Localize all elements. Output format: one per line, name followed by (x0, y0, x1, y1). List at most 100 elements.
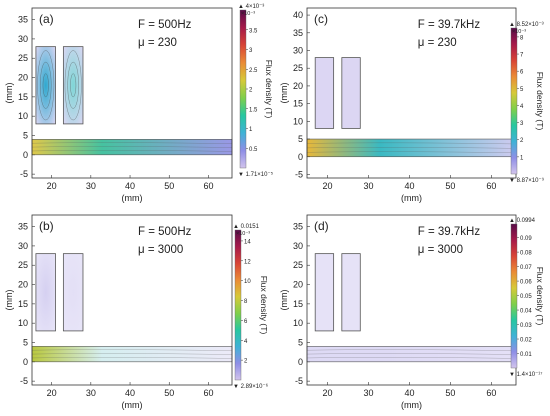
panel-d: -5 0 5 10 15 20 25 30 35 20 30 40 50 60 (mm) (mm) (d) F =… (279, 214, 545, 410)
y-tick-label: 40 (293, 10, 303, 20)
colorbar: 1 2 3 4 5 6 7 8 ▲ 8.52×10⁻³×10⁻³ ▼ 8.87×10⁻⁹ Flux … (509, 22, 545, 184)
field-line (306, 353, 517, 355)
panel-a: -5 0 5 10 15 20 25 30 35 20 30 40 50 60 (mm) (mm) (a) F =… (4, 4, 274, 203)
field-line (306, 357, 517, 359)
coil (35, 253, 56, 332)
x-tick-label: 20 (322, 181, 332, 191)
y-tick-label: 10 (293, 116, 303, 126)
coil (341, 57, 361, 129)
y-axis-label: (mm) (4, 83, 14, 104)
field-line (31, 353, 233, 355)
x-tick-label: 50 (445, 388, 455, 398)
contour-line (40, 61, 52, 109)
colorbar-tick-label: 1 (520, 155, 524, 161)
x-tick-label: 20 (47, 181, 57, 191)
y-tick-label: 0 (298, 357, 303, 367)
colorbar-tick-label: 0.03 (520, 323, 532, 329)
colorbar-tick-label: 6 (244, 319, 248, 325)
y-tick-label: 5 (23, 338, 28, 348)
colorbar-tick-label: 0.05 (520, 294, 532, 300)
colorbar-tick-label: 2.5 (249, 68, 258, 74)
y-tick-label: 35 (18, 15, 28, 25)
coil (62, 46, 84, 125)
field-line (31, 146, 233, 148)
colorbar-label: Flux density (T) (535, 72, 545, 131)
colorbar-tick-label: 2 (244, 359, 248, 365)
contour-line (64, 50, 82, 121)
x-axis-label: (mm) (401, 193, 422, 203)
colorbar-tick-label: 3.5 (249, 28, 258, 34)
coil (35, 46, 56, 125)
frequency-label: F = 500Hz (138, 226, 192, 238)
colorbar-tick-label: 10 (244, 279, 251, 285)
y-tick-label: 25 (293, 260, 303, 270)
colorbar-tick-label: 12 (244, 259, 251, 265)
colorbar-exponent: ×10⁻³ (236, 231, 250, 237)
colorbar-tick-label: 2 (520, 138, 524, 144)
colorbar-tick-label: 0.09 (520, 236, 532, 242)
plot-frame (31, 214, 233, 386)
field-line (31, 349, 233, 351)
coil (62, 253, 84, 332)
x-tick-label: 20 (47, 388, 57, 398)
x-tick-label: 50 (445, 181, 455, 191)
x-tick-label: 60 (203, 388, 213, 398)
colorbar-tick-label: 1.5 (249, 107, 258, 113)
colorbar-min-label: ▼ 1.4×10⁻¹⁷ (509, 371, 542, 378)
colorbar-tick-label: 0.01 (520, 352, 532, 358)
x-tick-label: 60 (203, 181, 213, 191)
y-tick-label: 15 (293, 99, 303, 109)
y-tick-label: 10 (18, 111, 28, 121)
x-tick-label: 60 (486, 181, 496, 191)
y-tick-label: -5 (20, 376, 28, 386)
x-axis-label: (mm) (401, 400, 422, 410)
colorbar-max-label: ▲ 0.0994 (509, 218, 536, 224)
y-tick-label: 5 (298, 134, 303, 144)
colorbar-tick-label: 3 (520, 121, 524, 127)
y-tick-label: 30 (18, 34, 28, 44)
colorbar-min-label: ▼ 8.87×10⁻⁹ (509, 177, 545, 184)
y-tick-label: 35 (293, 222, 303, 232)
colorbar: 2 4 6 8 10 12 14 ▲ 0.0151×10⁻³ ▼ 2.89×10⁻⁶ Flux d… (233, 224, 269, 390)
field-line (306, 142, 517, 145)
x-tick-label: 30 (86, 388, 96, 398)
colorbar-tick-label: 4 (244, 339, 248, 345)
colorbar-tick-label: 1 (249, 127, 253, 133)
colorbar-fill (510, 223, 518, 369)
y-tick-label: 25 (18, 260, 28, 270)
y-tick-label: 0 (298, 152, 303, 162)
x-tick-label: 50 (164, 388, 174, 398)
y-tick-label: -5 (295, 376, 303, 386)
y-axis-label: (mm) (279, 290, 289, 311)
contour-line (37, 50, 55, 121)
colorbar-tick-label: 5 (520, 87, 524, 93)
panel-label: (a) (39, 12, 54, 26)
field-line (306, 147, 517, 149)
y-tick-label: 25 (293, 63, 303, 73)
colorbar-max-label: ▲ 8.52×10⁻³ (509, 22, 544, 28)
colorbar-tick-label: 6 (520, 70, 524, 76)
panel-label: (d) (314, 219, 329, 233)
field-line (306, 151, 517, 153)
colorbar-tick-label: 0.02 (520, 338, 532, 344)
y-tick-label: 20 (18, 73, 28, 83)
contour-line (67, 61, 79, 109)
y-tick-label: 35 (18, 222, 28, 232)
panel-label: (b) (39, 219, 54, 233)
panel-b: -5 0 5 10 15 20 25 30 35 20 30 40 50 60 (mm) (mm) (b) F =… (4, 214, 269, 410)
x-tick-label: 40 (125, 181, 135, 191)
frequency-label: F = 39.7kHz (418, 19, 481, 31)
colorbar-tick-label: 8 (244, 299, 248, 305)
colorbar-tick-label: 3 (249, 48, 253, 54)
plot-frame (31, 7, 233, 179)
colorbar-exponent: ×10⁻³ (241, 11, 255, 17)
colorbar-tick-label: 0.5 (249, 147, 258, 153)
y-tick-label: 15 (18, 92, 28, 102)
contour-line (70, 73, 77, 98)
y-tick-label: 20 (293, 280, 303, 290)
colorbar-tick-label: 4 (520, 104, 524, 110)
contour-line (42, 73, 49, 98)
colorbar-tick-label: 14 (244, 239, 251, 245)
